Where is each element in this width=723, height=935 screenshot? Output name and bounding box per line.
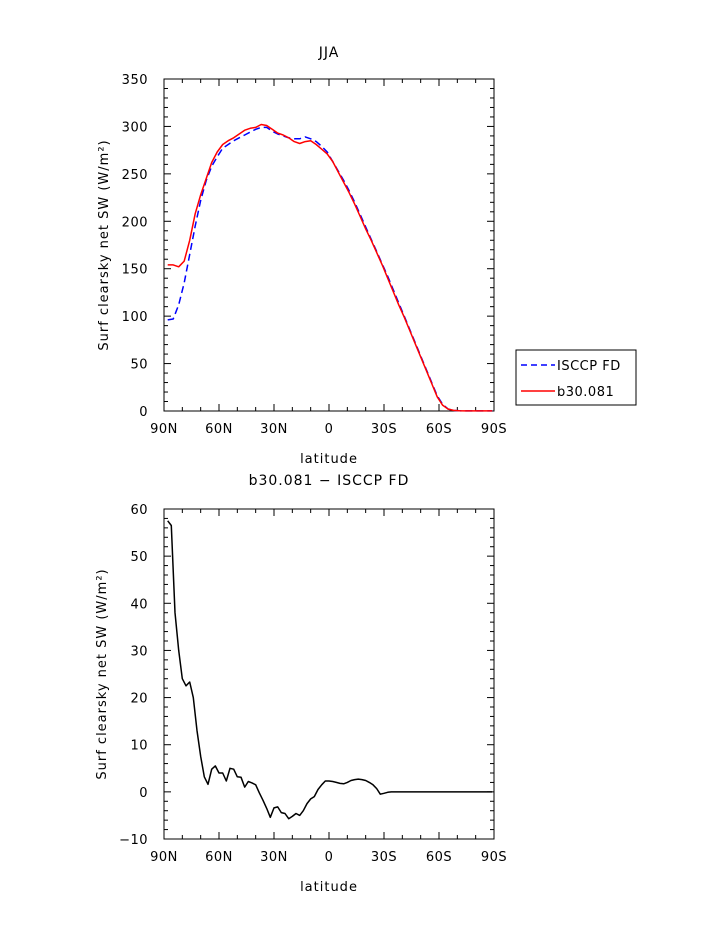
bottom-y-tick-label: 50 (130, 550, 148, 565)
top-panel: JJA 0 50 100 150 200 250 300 350 90N 60N 30N 0 30S 6… (97, 45, 637, 467)
bottom-series-group (167, 520, 493, 820)
top-y-tick-label: 300 (122, 120, 148, 135)
bottom-x-tick-label: 30S (371, 850, 397, 865)
bottom-x-tick-label: 90S (481, 850, 507, 865)
bottom-plot-frame (163, 508, 495, 840)
top-series-group (167, 123, 493, 412)
difference-series-line (167, 520, 493, 820)
bottom-y-tick-label: 10 (130, 739, 148, 754)
isccp-fd-series-line (167, 126, 493, 412)
top-y-tick-label: 50 (130, 358, 148, 373)
legend-box (515, 349, 637, 406)
legend: ISCCP FD b30.081 (515, 349, 637, 406)
bottom-chart-title: b30.081 − ISCCP FD (249, 473, 410, 489)
bottom-y-axis-label: Surf clearsky net SW (W/m²) (95, 568, 110, 779)
top-y-tick-label: 200 (122, 215, 148, 230)
top-y-tick-label: 350 (122, 73, 148, 88)
b30-081-series-line (167, 123, 493, 412)
top-x-tick-label: 90S (481, 422, 507, 437)
top-chart-title: JJA (318, 45, 340, 61)
legend-label-isccp: ISCCP FD (557, 359, 621, 374)
top-x-tick-label: 30S (371, 422, 397, 437)
top-x-tick-label: 60N (205, 422, 233, 437)
bottom-y-tick-label: 40 (130, 597, 148, 612)
top-x-tick-labels: 90N 60N 30N 0 30S 60S 90S (150, 422, 507, 437)
top-ticks (163, 78, 495, 412)
bottom-x-tick-labels: 90N 60N 30N 0 30S 60S 90S (150, 850, 507, 865)
bottom-y-tick-label: 60 (130, 503, 148, 518)
bottom-panel: b30.081 − ISCCP FD −10 0 10 20 30 40 50 60 90N 6… (95, 473, 507, 895)
bottom-x-axis-label: latitude (300, 880, 358, 895)
top-y-tick-label: 100 (122, 310, 148, 325)
top-x-tick-label: 60S (426, 422, 452, 437)
top-y-tick-labels: 0 50 100 150 200 250 300 350 (122, 73, 148, 420)
bottom-y-tick-label: 30 (130, 644, 148, 659)
bottom-x-tick-label: 0 (325, 850, 334, 865)
bottom-ticks (163, 508, 495, 840)
top-plot-frame (163, 78, 495, 412)
legend-label-b30: b30.081 (557, 385, 614, 400)
top-y-tick-label: 250 (122, 168, 148, 183)
bottom-x-tick-label: 60S (426, 850, 452, 865)
top-x-tick-label: 90N (150, 422, 178, 437)
top-x-tick-label: 30N (260, 422, 288, 437)
bottom-y-tick-label: −10 (119, 833, 148, 848)
bottom-y-tick-label: 20 (130, 692, 148, 707)
bottom-y-tick-labels: −10 0 10 20 30 40 50 60 (119, 503, 148, 848)
bottom-x-tick-label: 30N (260, 850, 288, 865)
bottom-y-tick-label: 0 (139, 786, 148, 801)
top-y-tick-label: 0 (139, 405, 148, 420)
top-y-tick-label: 150 (122, 263, 148, 278)
top-x-axis-label: latitude (300, 452, 358, 467)
top-x-tick-label: 0 (325, 422, 334, 437)
top-y-axis-label: Surf clearsky net SW (W/m²) (97, 139, 112, 350)
bottom-x-tick-label: 90N (150, 850, 178, 865)
bottom-x-tick-label: 60N (205, 850, 233, 865)
